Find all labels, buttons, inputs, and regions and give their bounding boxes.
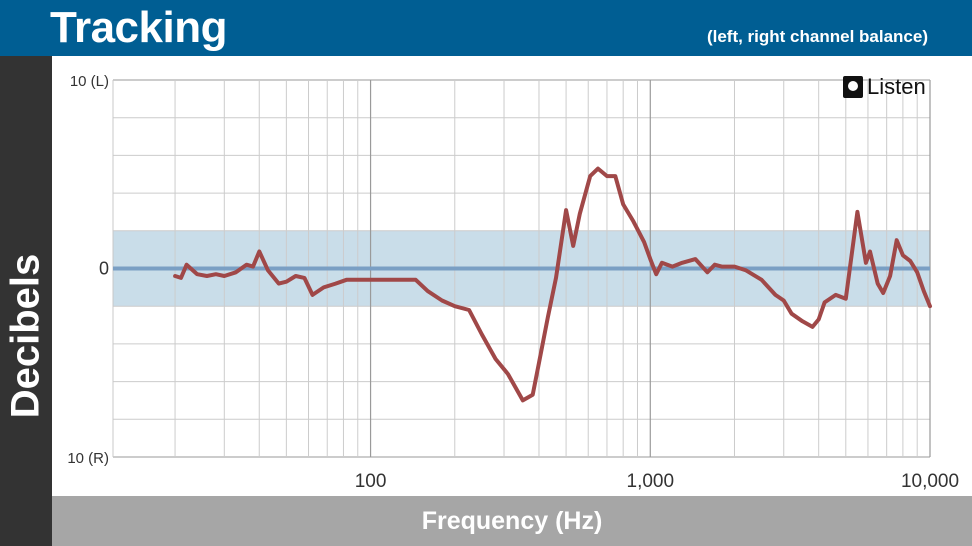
chart-subtitle: (left, right channel balance) — [706, 27, 928, 46]
listen-logo: Listen — [843, 74, 926, 100]
x-axis-title: Frequency (Hz) — [421, 507, 603, 535]
listen-logo-text: Listen — [867, 74, 926, 99]
y-tick-label: 0 — [99, 259, 109, 279]
header-bar: Tracking (left, right channel balance) — [0, 0, 972, 56]
tracking-series-line — [173, 166, 932, 403]
chart-title: Tracking — [50, 3, 227, 52]
tick-labels: 10 (L) 0 10 (R) 100 1,000 10,000 — [67, 73, 959, 492]
x-tick-label: 100 — [355, 471, 387, 492]
x-tick-label: 10,000 — [901, 471, 959, 492]
x-tick-label: 1,000 — [627, 471, 675, 492]
y-axis-label-band: Decibels — [0, 56, 52, 546]
y-tick-label: 10 (L) — [70, 73, 109, 90]
listen-logo-icon — [843, 76, 863, 98]
x-axis-label-band: Frequency (Hz) — [52, 496, 972, 546]
y-tick-label: 10 (R) — [67, 450, 109, 467]
